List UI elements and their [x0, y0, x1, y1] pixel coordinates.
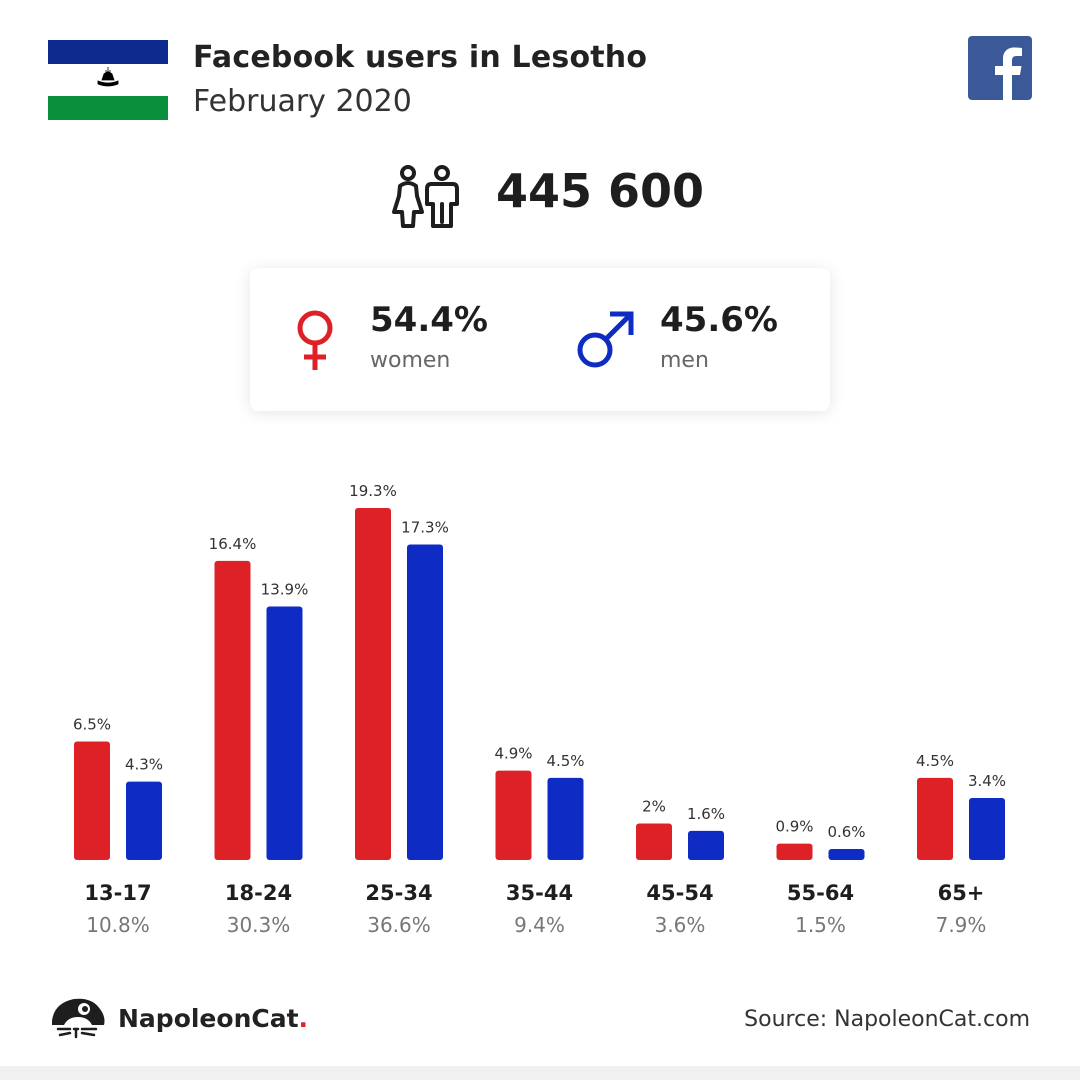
- bar-men: [688, 830, 724, 860]
- category-total: 1.5%: [795, 913, 846, 937]
- bar-women: [917, 777, 953, 860]
- data-label: 1.6%: [687, 805, 725, 823]
- category-label: 55-64: [787, 881, 854, 905]
- data-label: 16.4%: [209, 535, 257, 553]
- bar-women: [776, 843, 813, 860]
- category-label: 35-44: [506, 881, 573, 905]
- category-total: 7.9%: [936, 913, 987, 937]
- bar-women: [214, 560, 251, 860]
- page-subtitle: February 2020: [193, 84, 412, 119]
- women-percent: 54.4%: [370, 300, 488, 340]
- category-label: 25-34: [365, 881, 432, 905]
- bar-men: [266, 606, 303, 860]
- category-total: 10.8%: [86, 913, 150, 937]
- facebook-logo-icon: [968, 36, 1032, 100]
- category-total: 30.3%: [227, 913, 291, 937]
- data-label: 3.4%: [968, 772, 1006, 790]
- napoleoncat-logo-icon: [52, 998, 105, 1039]
- data-label: 0.9%: [775, 818, 813, 836]
- bar-women: [636, 823, 672, 860]
- women-label: women: [370, 348, 451, 373]
- data-label: 0.6%: [827, 823, 865, 841]
- men-label: men: [660, 348, 709, 373]
- bar-men: [407, 544, 443, 860]
- category-total: 3.6%: [655, 913, 706, 937]
- category-total: 36.6%: [367, 913, 431, 937]
- data-label: 4.9%: [494, 745, 532, 763]
- bar-women: [355, 508, 391, 860]
- total-users-value: 445 600: [496, 164, 705, 218]
- source-credit: Source: NapoleonCat.com: [744, 1007, 1030, 1032]
- data-label: 19.3%: [349, 482, 397, 500]
- category-label: 65+: [938, 881, 985, 905]
- data-label: 17.3%: [401, 518, 449, 536]
- data-label: 4.5%: [916, 752, 954, 770]
- category-label: 18-24: [225, 881, 292, 905]
- data-label: 2%: [642, 798, 666, 816]
- data-label: 4.3%: [125, 756, 163, 774]
- age-gender-bar-chart: 6.5% 4.3% 13-17 10.8% 16.4% 13.9% 18-24 30.3% 19…: [73, 482, 1006, 937]
- data-label: 13.9%: [261, 580, 309, 598]
- bar-women: [495, 770, 532, 860]
- page-title: Facebook users in Lesotho: [193, 40, 648, 75]
- bar-men: [547, 777, 584, 860]
- brand-dot: .: [298, 1004, 309, 1033]
- lesotho-flag-icon: [48, 40, 168, 120]
- bar-men: [126, 781, 162, 860]
- gender-split-card: 54.4% women 45.6% men: [250, 268, 830, 411]
- category-total: 9.4%: [514, 913, 565, 937]
- data-label: 6.5%: [73, 715, 111, 733]
- men-percent: 45.6%: [660, 300, 778, 340]
- footer-bar: [0, 1066, 1080, 1080]
- users-icon: [392, 165, 459, 228]
- bar-women: [74, 741, 110, 860]
- bar-men: [828, 849, 865, 860]
- female-symbol-icon: [297, 310, 333, 370]
- male-symbol-icon: [577, 311, 634, 368]
- brand-name: NapoleonCat.: [118, 1004, 309, 1033]
- category-label: 13-17: [84, 881, 151, 905]
- category-label: 45-54: [646, 881, 713, 905]
- data-label: 4.5%: [546, 752, 584, 770]
- bar-men: [969, 797, 1005, 860]
